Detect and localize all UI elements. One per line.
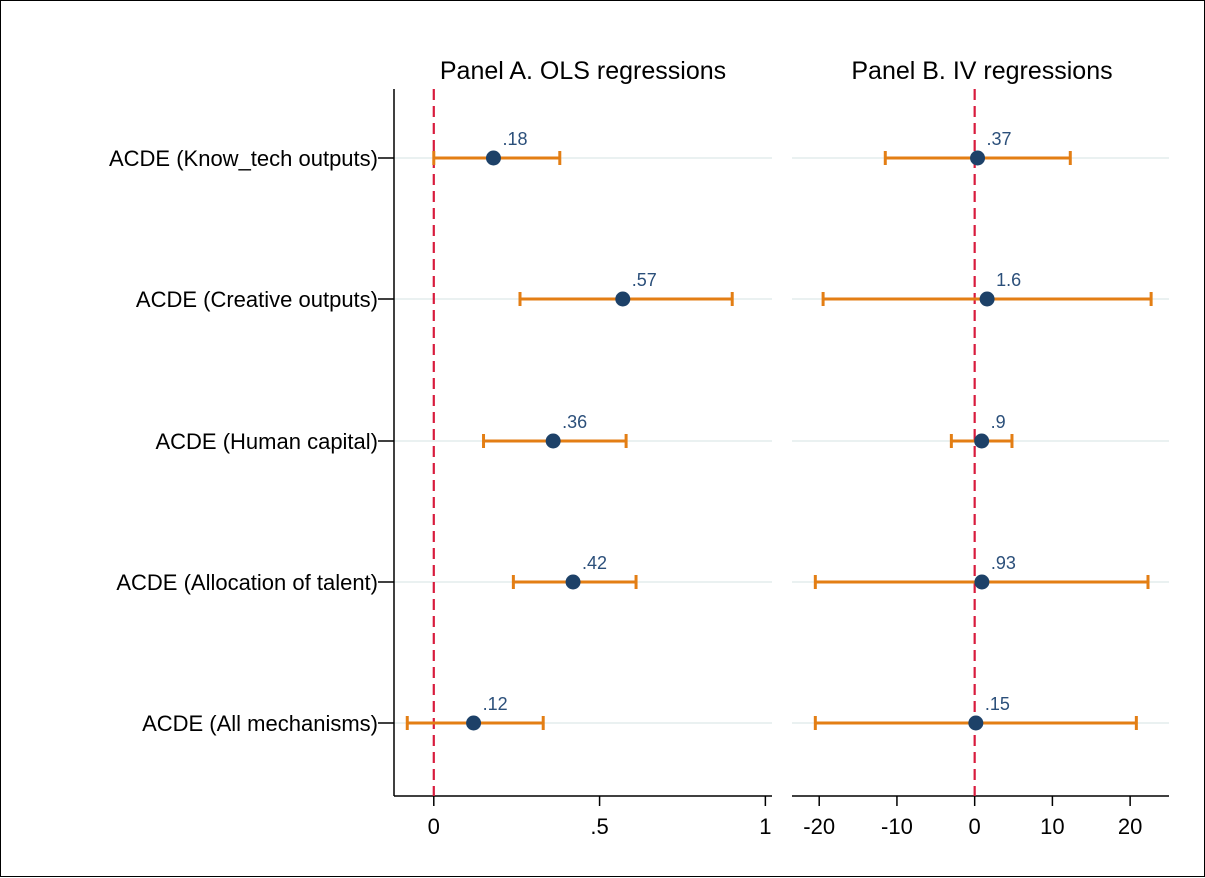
panel-a: Panel A. OLS regressions 0 .5 1 .18 .57 .36 .42… xyxy=(393,57,772,839)
panel-title: Panel A. OLS regressions xyxy=(440,57,726,85)
point-label: .93 xyxy=(991,553,1016,573)
x-tick-label: 10 xyxy=(1040,814,1064,839)
panel-title: Panel B. IV regressions xyxy=(851,57,1112,85)
estimate-point xyxy=(615,291,631,307)
x-tick-label: -10 xyxy=(881,814,913,839)
category-label: ACDE (Allocation of talent) xyxy=(116,570,378,595)
point-label: .42 xyxy=(582,553,607,573)
x-tick-label: .5 xyxy=(590,814,608,839)
point-label: .15 xyxy=(985,694,1010,714)
estimate-point xyxy=(979,291,995,307)
point-label: .37 xyxy=(987,129,1012,149)
point-label: .18 xyxy=(502,129,527,149)
estimate-point xyxy=(565,574,581,590)
point-label: .9 xyxy=(991,412,1006,432)
estimate-point xyxy=(974,574,990,590)
point-label: 1.6 xyxy=(996,270,1021,290)
category-label: ACDE (Creative outputs) xyxy=(136,287,378,312)
estimate-point xyxy=(974,433,990,449)
x-tick-label: -20 xyxy=(803,814,835,839)
point-label: .12 xyxy=(483,694,508,714)
point-label: .57 xyxy=(632,270,657,290)
estimate-point xyxy=(970,150,986,166)
x-tick-label: 20 xyxy=(1118,814,1142,839)
category-label: ACDE (All mechanisms) xyxy=(142,711,378,736)
estimate-point xyxy=(545,433,561,449)
x-tick-label: 0 xyxy=(428,814,440,839)
estimate-point xyxy=(485,150,501,166)
estimate-point xyxy=(466,715,482,731)
category-label: ACDE (Know_tech outputs) xyxy=(109,146,378,171)
panel-b: Panel B. IV regressions -20 -10 0 10 20 .37 1.6… xyxy=(792,57,1169,839)
x-tick-label: 0 xyxy=(969,814,981,839)
x-tick-label: 1 xyxy=(759,814,771,839)
category-label: ACDE (Human capital) xyxy=(155,429,378,454)
point-label: .36 xyxy=(562,412,587,432)
estimate-point xyxy=(968,715,984,731)
